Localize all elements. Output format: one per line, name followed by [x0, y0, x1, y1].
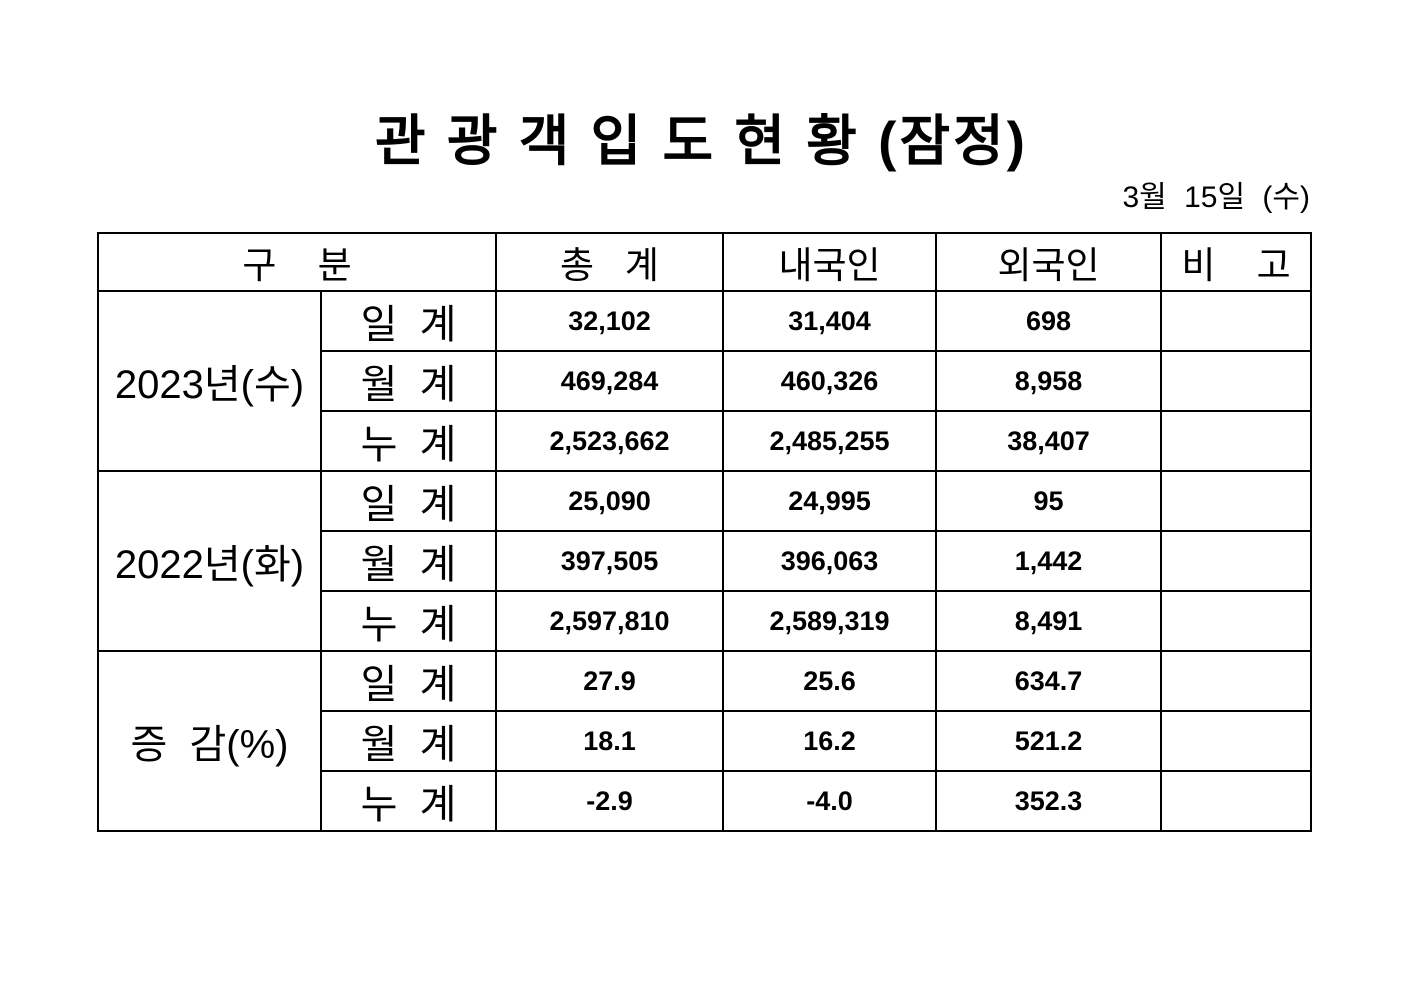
row-label-monthly: 월 계 [319, 530, 498, 592]
row-label-cumulative: 누 계 [319, 590, 498, 652]
table-row: 2022년(화) 일 계 25,090 24,995 95 [97, 470, 1313, 652]
cell-foreign: 95 [935, 470, 1163, 532]
cell-remarks [1160, 470, 1313, 532]
cell-foreign: 38,407 [935, 410, 1163, 472]
cell-remarks [1160, 290, 1313, 352]
cell-foreign: 698 [935, 290, 1163, 352]
cell-foreign: 1,442 [935, 530, 1163, 592]
cell-domestic: 396,063 [722, 530, 938, 592]
cell-domestic: -4.0 [722, 770, 938, 832]
col-header-domestic: 내국인 [722, 232, 938, 292]
row-group-label-change: 증 감(%) [97, 650, 322, 832]
cell-remarks [1160, 350, 1313, 412]
cell-domestic: 25.6 [722, 650, 938, 712]
cell-domestic: 24,995 [722, 470, 938, 532]
row-label-monthly: 월 계 [319, 710, 498, 772]
cell-total: 18.1 [495, 710, 725, 772]
table-row: 월 계 469,284 460,326 8,958 [98, 350, 1313, 412]
table-row: 2023년(수) 일 계 32,102 31,404 698 [97, 290, 1313, 472]
table-row: 월 계 397,505 396,063 1,442 [98, 530, 1313, 592]
cell-remarks [1160, 410, 1313, 472]
col-header-remarks: 비 고 [1160, 232, 1313, 292]
col-header-category: 구 분 [96, 232, 498, 292]
cell-remarks [1160, 650, 1313, 712]
cell-domestic: 31,404 [722, 290, 938, 352]
cell-total: 397,505 [495, 530, 725, 592]
cell-total: 2,597,810 [495, 590, 725, 652]
table-row: 증 감(%) 일 계 27.9 25.6 634.7 [97, 650, 1313, 832]
table-row: 누 계 2,597,810 2,589,319 8,491 [98, 590, 1313, 652]
cell-foreign: 521.2 [935, 710, 1163, 772]
cell-foreign: 8,958 [935, 350, 1163, 412]
cell-foreign: 634.7 [935, 650, 1163, 712]
cell-total: 2,523,662 [495, 410, 725, 472]
cell-total: -2.9 [495, 770, 725, 832]
row-label-daily: 일 계 [319, 470, 498, 532]
document-title: 관 광 객 입 도 현 황 (잠정) [375, 110, 1028, 172]
cell-domestic: 2,485,255 [722, 410, 938, 472]
cell-total: 469,284 [495, 350, 725, 412]
row-label-daily: 일 계 [319, 290, 498, 352]
header-row: 구 분 총 계 내국인 외국인 비 고 [96, 232, 1313, 292]
cell-domestic: 2,589,319 [722, 590, 938, 652]
row-label-monthly: 월 계 [319, 350, 498, 412]
cell-foreign: 352.3 [935, 770, 1163, 832]
row-label-cumulative: 누 계 [319, 770, 498, 832]
row-group-label-2022: 2022년(화) [97, 470, 322, 652]
table-row: 누 계 -2.9 -4.0 352.3 [98, 770, 1313, 832]
cell-remarks [1160, 770, 1313, 832]
table-row: 누 계 2,523,662 2,485,255 38,407 [98, 410, 1313, 472]
cell-total: 32,102 [495, 290, 725, 352]
cell-total: 27.9 [495, 650, 725, 712]
row-label-daily: 일 계 [319, 650, 498, 712]
row-group-label-2023: 2023년(수) [97, 290, 322, 472]
cell-total: 25,090 [495, 470, 725, 532]
cell-remarks [1160, 590, 1313, 652]
row-label-cumulative: 누 계 [319, 410, 498, 472]
cell-foreign: 8,491 [935, 590, 1163, 652]
report-date: 3월 15일 (수) [1122, 181, 1310, 214]
cell-remarks [1160, 530, 1313, 592]
cell-domestic: 16.2 [722, 710, 938, 772]
cell-remarks [1160, 710, 1313, 772]
tourist-arrivals-table: 구 분 총 계 내국인 외국인 비 고 2023년(수) 일 계 32,102 … [96, 232, 1313, 832]
col-header-foreign: 외국인 [935, 232, 1163, 292]
table-row: 월 계 18.1 16.2 521.2 [98, 710, 1313, 772]
col-header-total: 총 계 [495, 232, 725, 292]
cell-domestic: 460,326 [722, 350, 938, 412]
